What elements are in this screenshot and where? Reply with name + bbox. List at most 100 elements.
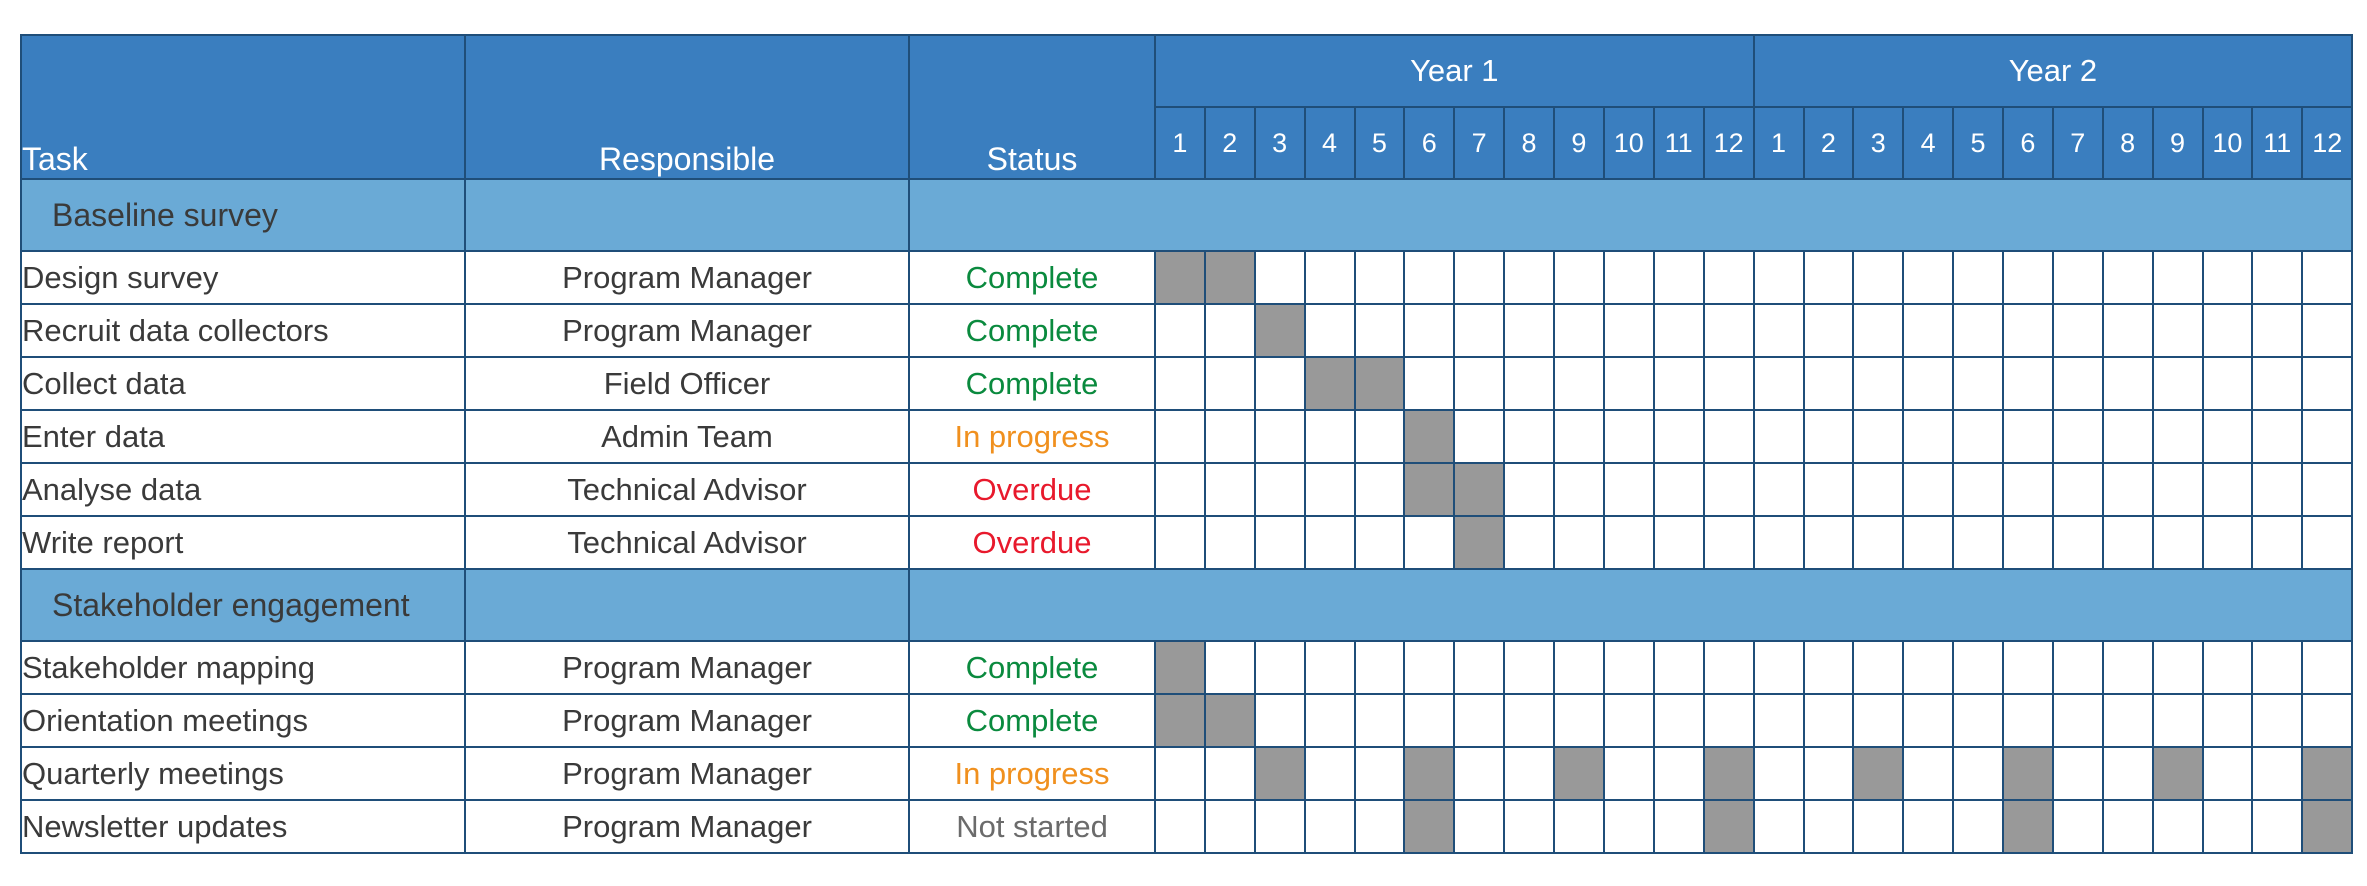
timeline-cell <box>1553 303 1605 358</box>
timeline-cell <box>1902 693 1955 748</box>
timeline-cell <box>1453 356 1506 411</box>
group-row: Stakeholder engagement <box>20 568 2354 642</box>
gantt-body: Baseline survey Design survey Program Mana… <box>20 178 2354 854</box>
timeline-cell-active <box>1403 799 1456 854</box>
timeline-cell <box>1403 515 1456 570</box>
timeline-cell-active <box>2301 799 2354 854</box>
timeline-cell <box>1453 799 1506 854</box>
timeline-cell <box>2301 250 2354 305</box>
header-month-y1-m9: 9 <box>1553 106 1605 180</box>
timeline-cell <box>1203 799 1256 854</box>
timeline-cell <box>1852 250 1905 305</box>
group-row: Baseline survey <box>20 178 2354 252</box>
timeline-cell <box>2201 746 2254 801</box>
timeline-cell <box>1253 799 1306 854</box>
timeline-cell <box>1154 462 1206 517</box>
timeline-cell <box>2251 356 2304 411</box>
timeline-cell <box>1752 462 1805 517</box>
timeline-cell <box>1902 250 1955 305</box>
task-row: Orientation meetings Program Manager Compl… <box>20 693 2354 748</box>
timeline-cell <box>2301 303 2354 358</box>
timeline-cell <box>1602 799 1655 854</box>
timeline-cell <box>2301 693 2354 748</box>
timeline-cell <box>1353 515 1406 570</box>
task-status: Overdue <box>908 515 1156 570</box>
timeline-cell-active <box>2301 746 2354 801</box>
timeline-cell-active <box>1203 693 1256 748</box>
timeline-cell <box>2201 462 2254 517</box>
task-row: Recruit data collectors Program Manager Co… <box>20 303 2354 358</box>
timeline-cell <box>1652 746 1705 801</box>
timeline-cell <box>2251 693 2304 748</box>
header-month-y2-m1: 1 <box>1752 106 1805 180</box>
timeline-cell <box>1303 462 1356 517</box>
task-name: Orientation meetings <box>20 693 466 748</box>
timeline-cell <box>1802 693 1855 748</box>
timeline-cell-active <box>2002 746 2054 801</box>
timeline-cell <box>1503 356 1555 411</box>
timeline-cell <box>1802 250 1855 305</box>
timeline-cell-active <box>1303 356 1356 411</box>
timeline-cell <box>1453 746 1506 801</box>
timeline-cell <box>1154 303 1206 358</box>
header-month-y2-m10: 10 <box>2201 106 2254 180</box>
timeline-cell <box>1702 409 1755 464</box>
task-name: Design survey <box>20 250 466 305</box>
timeline-cell <box>1752 250 1805 305</box>
timeline-cell <box>1353 640 1406 695</box>
timeline-cell <box>1203 462 1256 517</box>
timeline-cell <box>2002 515 2054 570</box>
timeline-cell <box>1702 356 1755 411</box>
task-name: Enter data <box>20 409 466 464</box>
timeline-cell <box>2002 250 2054 305</box>
timeline-cell <box>2151 462 2204 517</box>
timeline-cell <box>1852 693 1905 748</box>
timeline-cell <box>1652 250 1705 305</box>
group-responsible-cell <box>464 568 910 642</box>
timeline-cell <box>2251 515 2304 570</box>
timeline-cell <box>2002 640 2054 695</box>
timeline-cell <box>1503 462 1555 517</box>
task-responsible: Program Manager <box>464 693 910 748</box>
timeline-cell <box>2101 515 2154 570</box>
timeline-cell <box>2151 303 2204 358</box>
timeline-cell <box>1503 746 1555 801</box>
task-status: Complete <box>908 250 1156 305</box>
timeline-cell <box>1852 356 1905 411</box>
group-name: Baseline survey <box>20 178 466 252</box>
header-month-y1-m1: 1 <box>1154 106 1206 180</box>
timeline-cell <box>1503 640 1555 695</box>
timeline-cell <box>2051 409 2104 464</box>
timeline-cell <box>1403 356 1456 411</box>
timeline-cell <box>1902 356 1955 411</box>
timeline-cell <box>1702 693 1755 748</box>
timeline-cell <box>1652 515 1705 570</box>
timeline-cell <box>1652 303 1705 358</box>
timeline-cell <box>2002 462 2054 517</box>
timeline-cell <box>1652 409 1705 464</box>
timeline-cell <box>1652 693 1705 748</box>
timeline-cell <box>2151 250 2204 305</box>
timeline-cell <box>1253 409 1306 464</box>
task-name: Collect data <box>20 356 466 411</box>
header-month-y2-m3: 3 <box>1852 106 1905 180</box>
header-month-y2-m4: 4 <box>1902 106 1955 180</box>
timeline-cell <box>2002 303 2054 358</box>
timeline-cell <box>1802 799 1855 854</box>
timeline-cell <box>1253 462 1306 517</box>
timeline-cell <box>2151 356 2204 411</box>
timeline-cell <box>2101 799 2154 854</box>
timeline-cell <box>1952 303 2004 358</box>
timeline-cell <box>1353 462 1406 517</box>
timeline-cell <box>2101 250 2154 305</box>
timeline-cell-active <box>1553 746 1605 801</box>
timeline-cell <box>1602 250 1655 305</box>
task-name: Analyse data <box>20 462 466 517</box>
task-responsible: Technical Advisor <box>464 515 910 570</box>
timeline-cell <box>1702 640 1755 695</box>
timeline-cell <box>1203 640 1256 695</box>
timeline-cell-active <box>1852 746 1905 801</box>
timeline-cell <box>1602 693 1655 748</box>
timeline-cell <box>2101 746 2154 801</box>
timeline-cell <box>1503 409 1555 464</box>
